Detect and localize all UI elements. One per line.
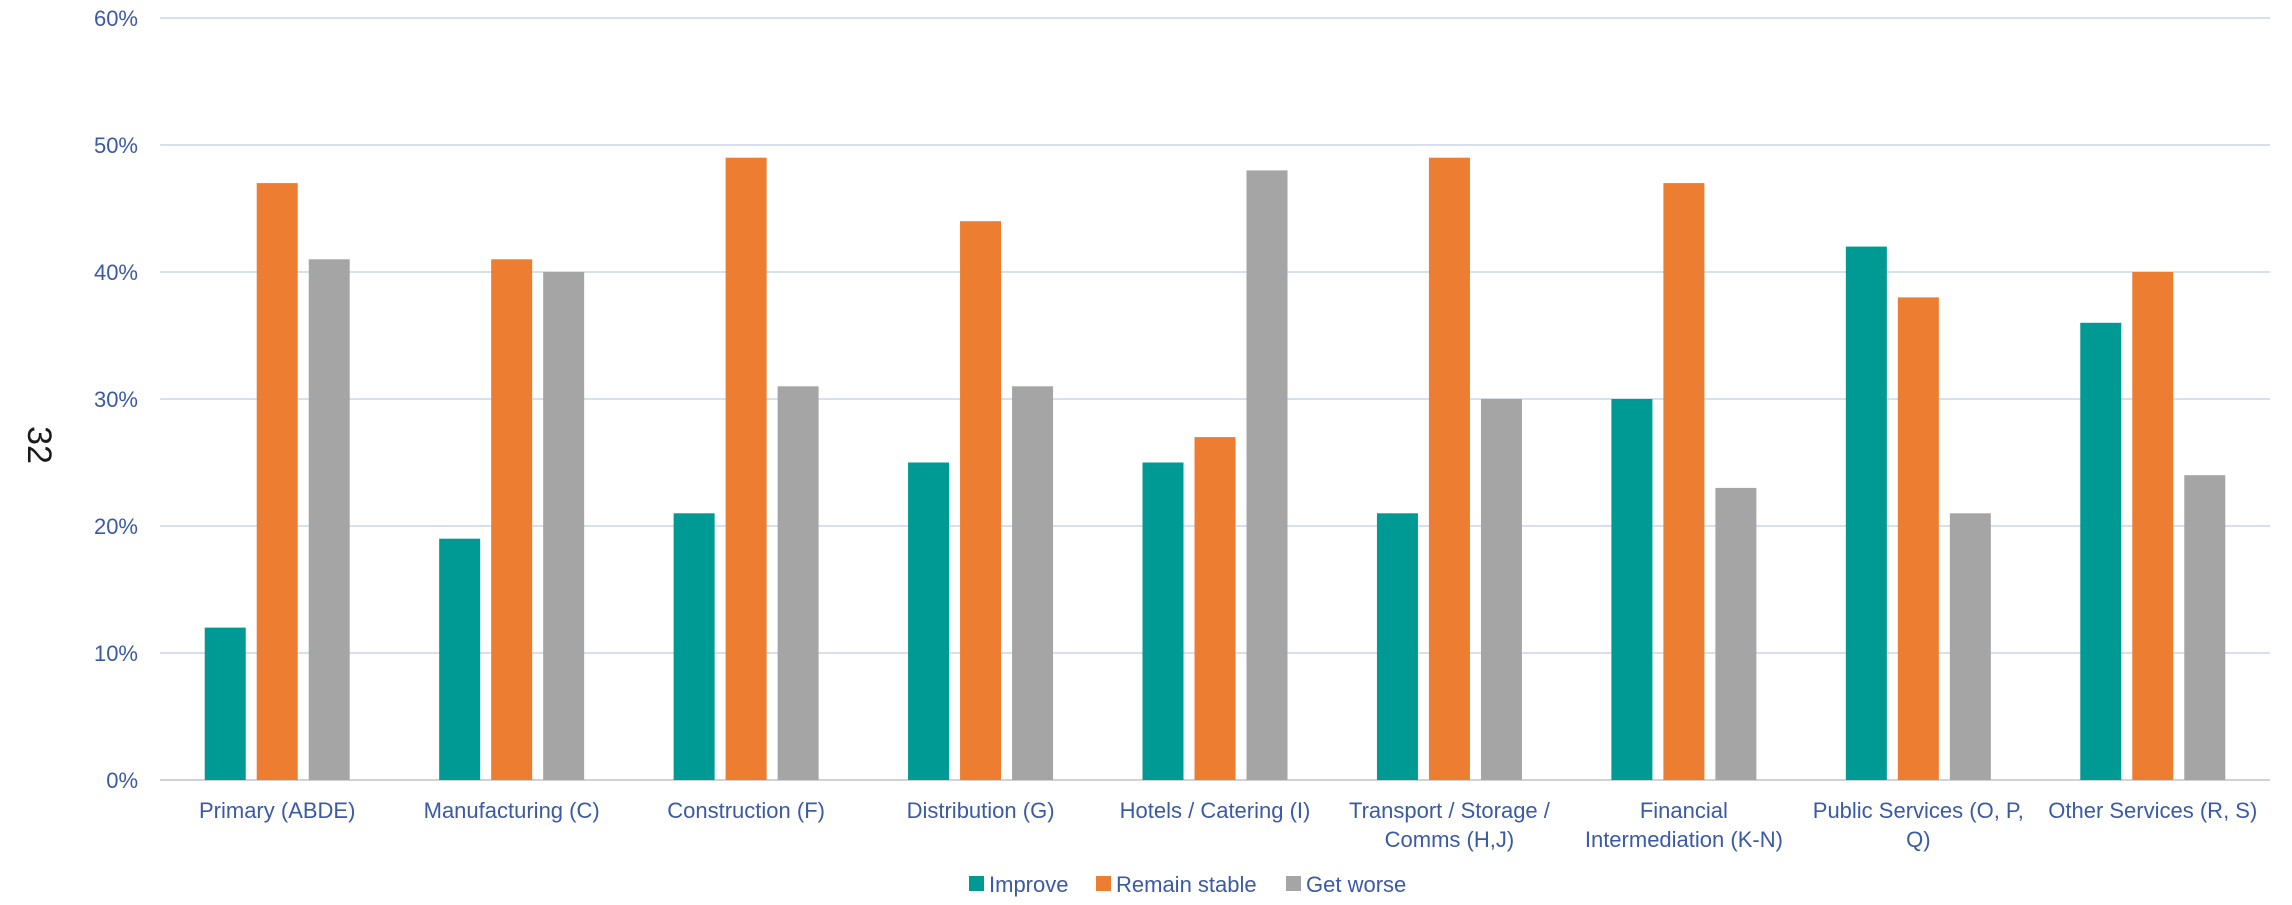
y-tick-label: 60% — [94, 6, 138, 31]
bar-improve — [1142, 462, 1184, 780]
bar-get-worse — [2184, 475, 2226, 780]
x-category-label: Hotels / Catering (I) — [1120, 798, 1311, 823]
bar-remain-stable — [960, 221, 1002, 780]
bar-improve — [2080, 322, 2122, 780]
bar-get-worse — [1715, 487, 1757, 780]
bar-remain-stable — [491, 259, 533, 780]
bar-get-worse — [308, 259, 350, 780]
x-category-label: Public Services (O, P, Q) — [1813, 798, 2024, 852]
bar-remain-stable — [1428, 157, 1470, 780]
bar-improve — [1611, 399, 1653, 780]
y-tick-label: 40% — [94, 260, 138, 285]
bar-get-worse — [1949, 513, 1991, 780]
bar-remain-stable — [1194, 437, 1236, 780]
page-number: 32 — [20, 426, 58, 464]
legend-label-improve: Improve — [989, 872, 1068, 897]
x-category-label: Manufacturing (C) — [424, 798, 600, 823]
bar-improve — [439, 538, 481, 780]
bar-get-worse — [1246, 170, 1288, 780]
legend-swatch-remain-stable — [1096, 876, 1111, 891]
bar-get-worse — [1012, 386, 1054, 780]
bar-improve — [1376, 513, 1418, 780]
legend-label-remain-stable: Remain stable — [1116, 872, 1257, 897]
x-category-label: Distribution (G) — [907, 798, 1055, 823]
y-axis-ticks: 0% 10% 20% 30% 40% 50% 60% — [94, 6, 138, 793]
legend-label-get-worse: Get worse — [1306, 872, 1406, 897]
x-category-label: Transport / Storage / Comms (H,J) — [1349, 798, 1551, 852]
y-tick-label: 30% — [94, 387, 138, 412]
bar-remain-stable — [2132, 272, 2174, 780]
y-tick-label: 0% — [106, 768, 138, 793]
bar-get-worse — [543, 272, 585, 780]
y-tick-label: 20% — [94, 514, 138, 539]
bars — [204, 157, 2226, 781]
bar-remain-stable — [256, 183, 298, 781]
bar-get-worse — [1480, 399, 1522, 780]
bar-improve — [908, 462, 950, 780]
bar-improve — [1845, 246, 1887, 781]
bar-improve — [673, 513, 715, 780]
bar-remain-stable — [1897, 297, 1939, 780]
bar-remain-stable — [1663, 183, 1705, 781]
bar-remain-stable — [725, 157, 767, 780]
y-tick-label: 10% — [94, 641, 138, 666]
legend: Improve Remain stable Get worse — [969, 872, 1406, 897]
bar-improve — [204, 627, 246, 780]
legend-swatch-improve — [969, 876, 984, 891]
x-category-label: Other Services (R, S) — [2048, 798, 2257, 823]
x-category-label: Primary (ABDE) — [199, 798, 355, 823]
x-axis-categories: Primary (ABDE) Manufacturing (C) Construct… — [199, 798, 2257, 852]
bar-get-worse — [777, 386, 819, 780]
x-category-label: Financial Intermediation (K-N) — [1585, 798, 1783, 852]
x-category-label: Construction (F) — [667, 798, 825, 823]
legend-swatch-get-worse — [1286, 876, 1301, 891]
y-tick-label: 50% — [94, 133, 138, 158]
